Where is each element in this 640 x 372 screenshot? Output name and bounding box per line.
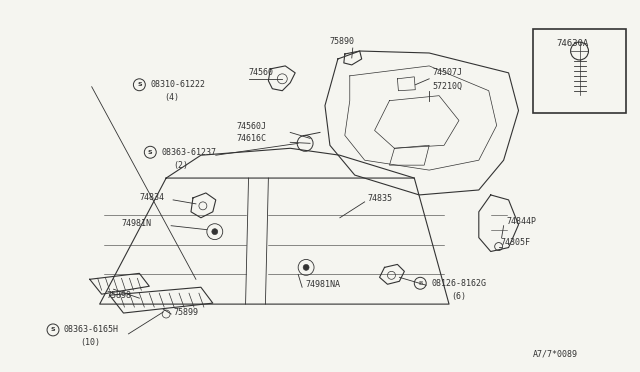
Text: 75898: 75898 <box>107 291 132 300</box>
Text: (2): (2) <box>173 161 188 170</box>
Text: 08363-6165H: 08363-6165H <box>64 326 119 334</box>
Text: 74305F: 74305F <box>500 238 531 247</box>
Text: 74835: 74835 <box>367 195 393 203</box>
Text: (6): (6) <box>451 292 466 301</box>
Text: A7/7*0089: A7/7*0089 <box>533 350 578 359</box>
Text: (4): (4) <box>164 93 179 102</box>
Text: 08310-61222: 08310-61222 <box>150 80 205 89</box>
Text: 74507J: 74507J <box>432 68 462 77</box>
Text: 74630A: 74630A <box>556 39 588 48</box>
Text: 74981NA: 74981NA <box>305 280 340 289</box>
Text: 74844P: 74844P <box>507 217 536 226</box>
Text: 74981N: 74981N <box>122 219 152 228</box>
Text: 74560: 74560 <box>248 68 273 77</box>
Text: S: S <box>137 82 141 87</box>
Circle shape <box>303 264 309 270</box>
Text: (10): (10) <box>80 338 100 347</box>
Text: 74560J: 74560J <box>237 122 267 131</box>
Text: 57210Q: 57210Q <box>432 82 462 91</box>
Text: S: S <box>51 327 55 333</box>
Text: 75890: 75890 <box>330 36 355 46</box>
Text: B: B <box>418 281 422 286</box>
Text: S: S <box>148 150 152 155</box>
Text: 75899: 75899 <box>173 308 198 317</box>
Bar <box>533 29 626 113</box>
Text: 08126-8162G: 08126-8162G <box>431 279 486 288</box>
Text: 08363-61237: 08363-61237 <box>161 148 216 157</box>
Text: 74834: 74834 <box>140 193 164 202</box>
Text: 74616C: 74616C <box>237 134 267 143</box>
Circle shape <box>212 229 218 235</box>
